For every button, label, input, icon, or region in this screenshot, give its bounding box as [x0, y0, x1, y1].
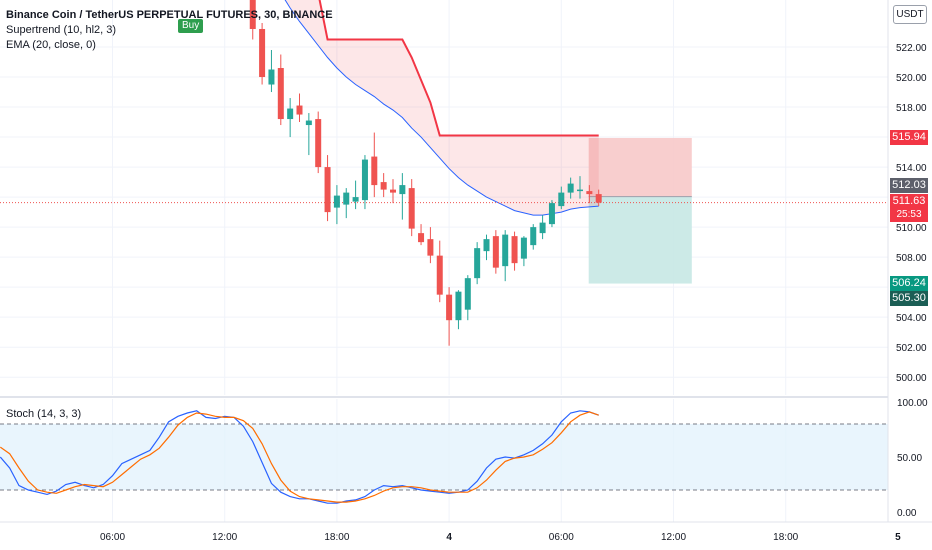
time-tick-label: 06:00 — [549, 532, 574, 543]
stoch-pane — [0, 410, 888, 504]
candle-down — [324, 167, 331, 213]
stoch-k-line — [0, 410, 599, 504]
countdown-tag: 25:53 — [890, 207, 928, 222]
candle-down — [408, 188, 415, 229]
price-tick-label: 502.00 — [896, 343, 927, 354]
stoch-legend[interactable]: Stoch (14, 3, 3) — [6, 408, 82, 420]
stoch-band — [0, 424, 888, 490]
candle-down — [277, 68, 284, 120]
candle-up — [502, 234, 509, 267]
target-1-tag: 506.24 — [890, 276, 928, 291]
supertrend-area — [285, 0, 599, 216]
candle-down — [390, 189, 396, 193]
buy-signal-badge: Buy — [178, 19, 204, 33]
candle-up — [455, 291, 462, 321]
candle-up — [539, 222, 546, 234]
supertrend-legend[interactable]: Supertrend (10, hl2, 3) — [6, 24, 117, 36]
candle-up — [268, 69, 275, 85]
supertrend-line — [318, 0, 599, 137]
candle-up — [474, 248, 481, 279]
time-tick-label: 18:00 — [773, 532, 798, 543]
ema-line — [284, 0, 599, 216]
stoch-tick-label: 50.00 — [897, 453, 922, 464]
price-axis — [888, 0, 932, 550]
candle-up — [530, 227, 537, 246]
supertrend-fill — [285, 0, 599, 216]
candle-up — [483, 239, 490, 252]
stoch-d-line — [0, 411, 599, 503]
candle-up — [305, 120, 312, 126]
candle-up — [567, 183, 574, 193]
stop-loss-zone — [588, 137, 692, 197]
candle-down — [371, 156, 378, 186]
candle-up — [520, 237, 527, 259]
take-profit-zone — [588, 196, 692, 284]
grid — [0, 0, 899, 522]
candle-up — [548, 203, 555, 225]
stoch-tick-label: 0.00 — [897, 508, 917, 519]
time-tick-label: 5 — [895, 532, 901, 543]
time-tick-label: 06:00 — [100, 532, 125, 543]
current-price-tag: 511.63 — [890, 194, 928, 209]
price-tick-label: 510.00 — [896, 223, 927, 234]
candle-down — [492, 236, 499, 268]
candle-down — [259, 28, 266, 78]
candle-down — [249, 0, 256, 29]
time-tick-label: 12:00 — [661, 532, 686, 543]
candle-up — [361, 159, 368, 201]
time-tick-label: 18:00 — [324, 532, 349, 543]
stoch-tick-label: 100.00 — [897, 398, 928, 409]
target-2-tag: 505.30 — [890, 291, 928, 306]
price-tick-label: 518.00 — [896, 103, 927, 114]
candles — [249, 0, 602, 346]
candle-down — [296, 105, 303, 115]
candle-up — [287, 108, 294, 120]
candle-up — [577, 189, 583, 192]
candle-down — [595, 194, 602, 203]
price-tick-label: 520.00 — [896, 73, 927, 84]
time-tick-label: 4 — [446, 532, 452, 543]
position-zones — [588, 137, 692, 284]
candle-up — [352, 197, 359, 202]
candle-down — [380, 182, 387, 190]
time-tick-label: 12:00 — [212, 532, 237, 543]
currency-button[interactable]: USDT — [893, 5, 927, 24]
candle-down — [427, 239, 434, 256]
candle-down — [436, 255, 443, 295]
price-tick-label: 504.00 — [896, 313, 927, 324]
indicator-lines — [0, 0, 888, 216]
chart-legend: Binance Coin / TetherUS PERPETUAL FUTURE… — [6, 8, 333, 53]
price-tick-label: 522.00 — [896, 43, 927, 54]
price-tick-label: 508.00 — [896, 253, 927, 264]
candle-down — [511, 236, 518, 264]
candle-down — [446, 294, 453, 321]
candle-up — [333, 195, 340, 208]
price-tick-label: 514.00 — [896, 163, 927, 174]
candle-up — [464, 278, 471, 310]
ema-legend[interactable]: EMA (20, close, 0) — [6, 39, 96, 51]
price-tick-label: 500.00 — [896, 373, 927, 384]
candle-up — [558, 192, 565, 207]
candle-down — [418, 233, 425, 243]
candle-up — [343, 192, 350, 205]
stop-level-tag: 515.94 — [890, 130, 928, 145]
candle-up — [399, 185, 406, 195]
candle-down — [315, 119, 322, 168]
symbol-title[interactable]: Binance Coin / TetherUS PERPETUAL FUTURE… — [6, 9, 333, 21]
last-close-tag: 512.03 — [890, 178, 928, 193]
candle-down — [586, 191, 593, 195]
